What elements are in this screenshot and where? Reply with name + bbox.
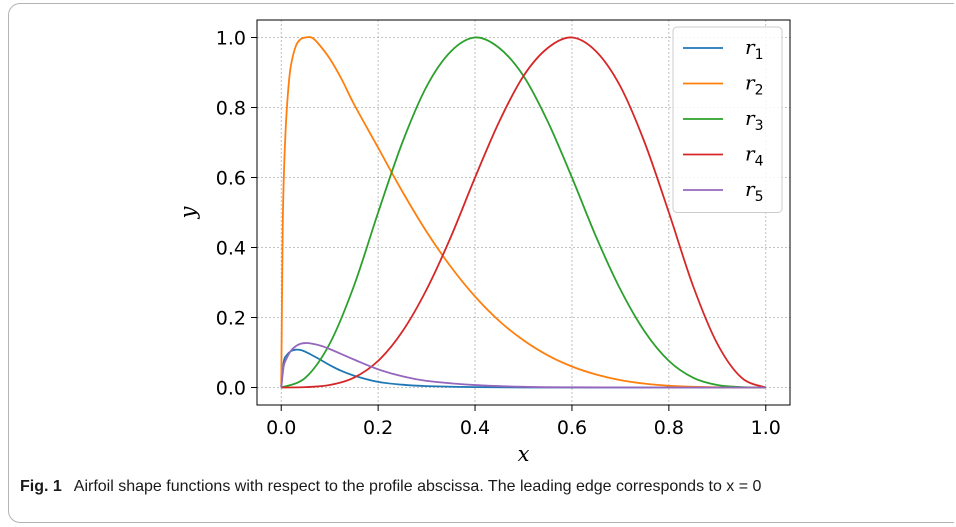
plot-area-frame bbox=[256, 19, 791, 406]
legend-subscript: 3 bbox=[755, 118, 764, 134]
legend-entry-r2: r2 bbox=[745, 71, 763, 99]
line-chart: 0.0 0.2 0.4 0.6 0.8 1.0 0.00.20.40.60.81.0 r1… bbox=[176, 19, 791, 466]
x-tick-label: 0.2 bbox=[363, 417, 393, 439]
y-tick-label: 1.0 bbox=[216, 28, 246, 50]
legend-label: r bbox=[745, 106, 756, 130]
series-line-r5 bbox=[280, 342, 766, 389]
y-tick-label: 0.8 bbox=[216, 98, 246, 120]
x-tick-label: 0.4 bbox=[460, 417, 490, 439]
legend-label: r bbox=[745, 177, 756, 201]
series-lines bbox=[280, 36, 767, 389]
y-tick-label: 0.6 bbox=[216, 168, 246, 190]
series-line-r1 bbox=[280, 348, 766, 389]
y-tick-label: 0.2 bbox=[216, 308, 246, 330]
x-axis-label: x bbox=[518, 442, 530, 466]
y-axis-ticks: 0.0 0.2 0.4 0.6 0.8 1.0 bbox=[216, 28, 257, 400]
legend-subscript: 2 bbox=[755, 83, 764, 99]
x-tick-label: 0.0 bbox=[266, 417, 296, 439]
legend-label: r bbox=[745, 71, 756, 95]
legend-subscript: 1 bbox=[755, 47, 764, 63]
series-line-r4 bbox=[281, 36, 767, 389]
figure-caption: Fig. 1 Airfoil shape functions with respe… bbox=[20, 478, 950, 496]
caption-label: Fig. 1 bbox=[20, 478, 62, 495]
figure-frame bbox=[8, 3, 954, 523]
legend-entry-r4: r4 bbox=[745, 142, 764, 170]
legend-entry-r1: r1 bbox=[745, 35, 763, 63]
series-line-r2 bbox=[280, 36, 766, 389]
caption-text: Airfoil shape functions with respect to … bbox=[73, 478, 762, 495]
legend-label: r bbox=[745, 142, 756, 166]
legend-subscript: 4 bbox=[755, 154, 764, 170]
x-tick-label: 0.6 bbox=[557, 417, 587, 439]
x-axis-ticks: 0.0 0.2 0.4 0.6 0.8 1.0 bbox=[266, 405, 781, 439]
x-tick-label: 1.0 bbox=[751, 417, 781, 439]
legend-subscript: 5 bbox=[755, 189, 764, 205]
legend-entry-r5: r5 bbox=[745, 177, 763, 205]
legend-box bbox=[672, 26, 783, 213]
y-tick-label: 0.4 bbox=[216, 238, 246, 260]
y-axis-label: y bbox=[176, 205, 200, 219]
y-tick-label: 0.0 bbox=[216, 378, 246, 400]
legend-entry-r3: r3 bbox=[745, 106, 763, 134]
x-tick-label: 0.8 bbox=[654, 417, 684, 439]
legend-label: r bbox=[745, 35, 756, 59]
